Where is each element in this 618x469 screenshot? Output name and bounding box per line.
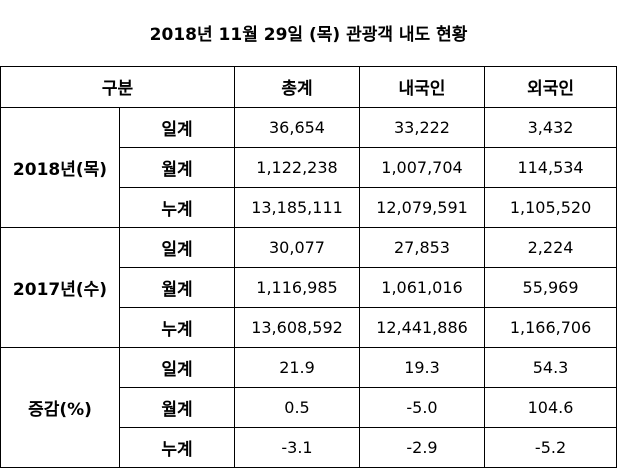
cell-foreign: 1,105,520 <box>483 186 618 228</box>
cell-domestic: 1,007,704 <box>359 146 485 188</box>
header-category: 구분 <box>0 65 235 108</box>
cell-total: 0.5 <box>234 386 360 428</box>
cell-foreign: 3,432 <box>483 106 618 148</box>
cell-total: 13,608,592 <box>234 306 360 348</box>
row-kind: 월계 <box>119 386 235 428</box>
cell-total: -3.1 <box>234 426 360 468</box>
cell-domestic: 12,441,886 <box>359 306 485 348</box>
cell-foreign: -5.2 <box>483 426 618 468</box>
cell-foreign: 54.3 <box>483 346 618 388</box>
table-row: 누계 13,185,111 12,079,591 1,105,520 <box>1 186 618 228</box>
table-row: 누계 -3.1 -2.9 -5.2 <box>1 426 618 468</box>
table-row: 월계 1,122,238 1,007,704 114,534 <box>1 146 618 188</box>
table-row: 월계 0.5 -5.0 104.6 <box>1 386 618 428</box>
cell-total: 21.9 <box>234 346 360 388</box>
cell-domestic: 19.3 <box>359 346 485 388</box>
group-label-2017: 2017년(수) <box>0 226 120 348</box>
cell-domestic: 27,853 <box>359 226 485 268</box>
cell-foreign: 104.6 <box>483 386 618 428</box>
row-kind: 일계 <box>119 346 235 388</box>
table-row: 월계 1,116,985 1,061,016 55,969 <box>1 266 618 308</box>
cell-foreign: 55,969 <box>483 266 618 308</box>
cell-foreign: 114,534 <box>483 146 618 188</box>
row-kind: 누계 <box>119 306 235 348</box>
cell-total: 1,116,985 <box>234 266 360 308</box>
cell-total: 36,654 <box>234 106 360 148</box>
cell-total: 13,185,111 <box>234 186 360 228</box>
row-kind: 누계 <box>119 426 235 468</box>
cell-total: 1,122,238 <box>234 146 360 188</box>
cell-foreign: 1,166,706 <box>483 306 618 348</box>
group-label-change: 증감(%) <box>0 346 120 468</box>
cell-domestic: 33,222 <box>359 106 485 148</box>
table-row: 증감(%) 일계 21.9 19.3 54.3 <box>0 346 618 468</box>
cell-domestic: 12,079,591 <box>359 186 485 228</box>
group-label-2018: 2018년(목) <box>0 106 120 228</box>
table-title: 2018년 11월 29일 (목) 관광객 내도 현황 <box>0 0 617 67</box>
row-kind: 월계 <box>119 146 235 188</box>
table-row: 2018년(목) 일계 36,654 33,222 3,432 <box>0 106 618 228</box>
header-foreign: 외국인 <box>483 65 618 108</box>
row-kind: 일계 <box>119 106 235 148</box>
row-kind: 일계 <box>119 226 235 268</box>
header-total: 총계 <box>234 65 360 108</box>
cell-domestic: -5.0 <box>359 386 485 428</box>
row-kind: 누계 <box>119 186 235 228</box>
cell-foreign: 2,224 <box>483 226 618 268</box>
cell-total: 30,077 <box>234 226 360 268</box>
cell-domestic: 1,061,016 <box>359 266 485 308</box>
row-kind: 월계 <box>119 266 235 308</box>
table-row: 누계 13,608,592 12,441,886 1,166,706 <box>1 306 618 348</box>
table-row: 2017년(수) 일계 30,077 27,853 2,224 <box>0 226 618 348</box>
header-domestic: 내국인 <box>359 65 485 108</box>
cell-domestic: -2.9 <box>359 426 485 468</box>
